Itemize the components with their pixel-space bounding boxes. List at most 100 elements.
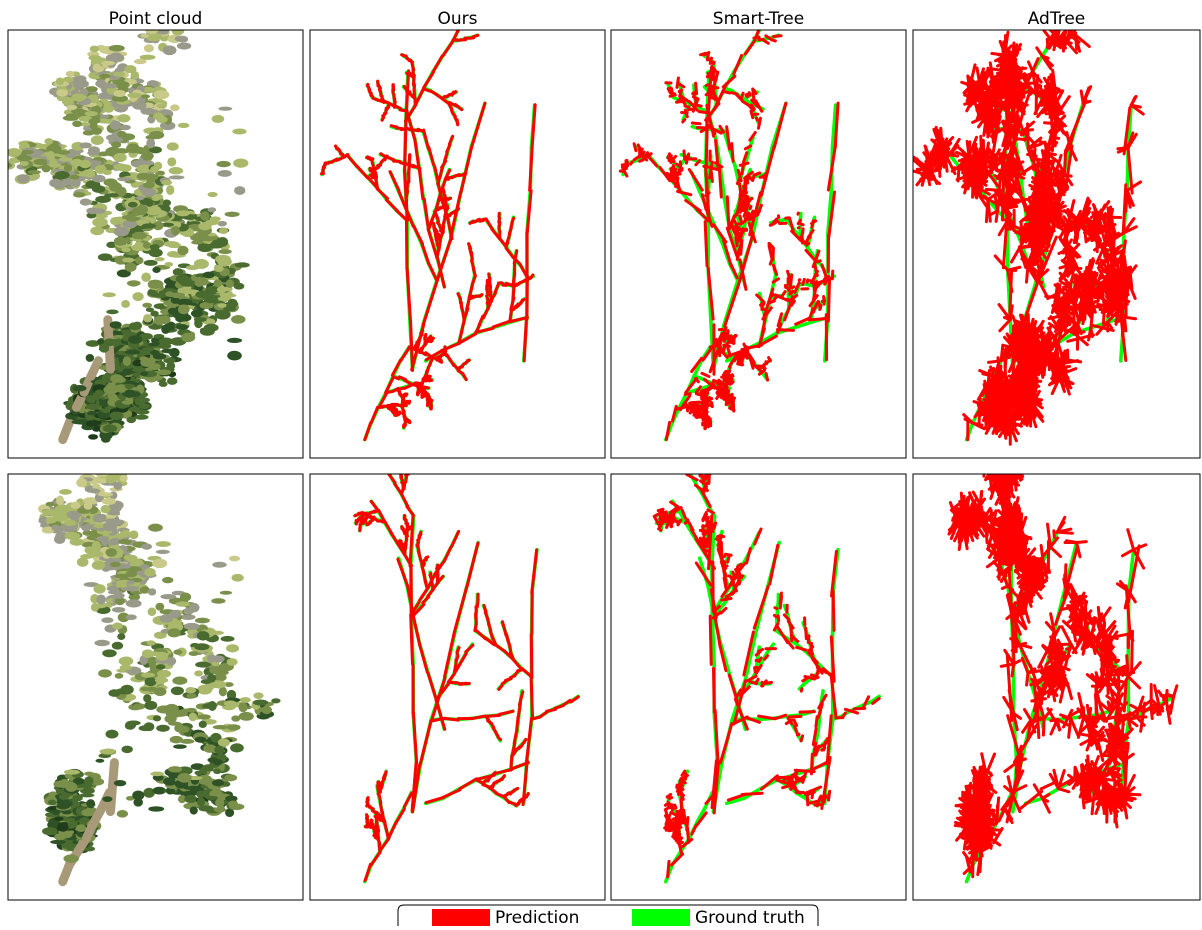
branch [749, 93, 750, 95]
panel-background [611, 30, 906, 458]
branch [404, 86, 405, 88]
leaf [141, 272, 151, 282]
branch [749, 198, 752, 201]
branch [424, 389, 426, 392]
leaf [136, 196, 145, 201]
leaf [154, 162, 162, 170]
leaf [167, 157, 176, 166]
branch [641, 149, 642, 150]
leaf [217, 237, 228, 247]
branch [715, 78, 716, 80]
branch [798, 220, 800, 223]
leaf [121, 248, 131, 253]
leaf [166, 185, 174, 195]
leaf [208, 207, 217, 212]
leaf [169, 167, 184, 174]
branch [756, 118, 757, 120]
branch [371, 175, 372, 176]
branch [711, 94, 713, 95]
branch [391, 126, 397, 127]
branch [321, 173, 322, 174]
leaf [63, 115, 79, 121]
branch [786, 218, 789, 219]
leaf [203, 272, 215, 279]
branch [820, 306, 821, 310]
leaf [219, 228, 228, 234]
leaf [167, 377, 178, 385]
leaf [103, 292, 116, 297]
leaf [128, 335, 142, 344]
leaf [142, 155, 152, 161]
leaf [121, 300, 130, 308]
leaf [233, 159, 248, 168]
leaf [90, 46, 100, 53]
leaf [109, 45, 125, 52]
leaf [141, 94, 150, 98]
leaf [55, 182, 65, 189]
leaf [144, 44, 154, 52]
branch [721, 389, 722, 391]
leaf [218, 249, 231, 254]
branch [448, 198, 450, 199]
branch [369, 87, 370, 90]
leaf [0, 163, 12, 168]
leaf [66, 71, 75, 77]
leaf [7, 148, 22, 157]
leaf [146, 205, 162, 215]
branch [710, 398, 712, 399]
leaf [125, 384, 134, 389]
leaf [177, 42, 191, 49]
branch [717, 396, 719, 399]
leaf [143, 182, 155, 189]
leaf [92, 218, 108, 228]
leaf [135, 257, 143, 264]
panels [0, 17, 1200, 900]
branch [774, 36, 782, 37]
leaf [234, 186, 245, 195]
leaf [125, 391, 141, 397]
branch [769, 358, 771, 361]
leaf [142, 188, 156, 197]
branch [433, 223, 434, 226]
leaf [117, 177, 132, 181]
leaf [101, 435, 111, 442]
branch [701, 53, 706, 54]
branch [708, 73, 709, 76]
leaf [146, 138, 155, 148]
leaf [144, 260, 158, 266]
leaf [79, 142, 91, 148]
leaf [218, 107, 232, 111]
leaf [176, 324, 188, 330]
leaf [215, 255, 231, 264]
branch [699, 112, 709, 113]
branch [445, 206, 447, 207]
leaf [69, 175, 80, 180]
branch [428, 396, 429, 399]
branch [754, 173, 760, 175]
branch [706, 85, 708, 86]
branch [383, 158, 385, 160]
leaf [123, 356, 131, 366]
leaf [161, 324, 170, 334]
leaf [73, 192, 85, 198]
branch [696, 379, 699, 382]
branch [793, 301, 794, 303]
leaf [117, 187, 126, 197]
branch [729, 401, 730, 402]
leaf [57, 150, 70, 154]
branch [469, 244, 471, 249]
branch [379, 89, 380, 91]
branch [335, 146, 336, 149]
leaf [56, 78, 64, 86]
leaf [157, 116, 168, 123]
branch [373, 168, 375, 171]
branch [480, 295, 482, 296]
leaf [148, 33, 162, 40]
leaf [153, 90, 169, 99]
leaf [215, 310, 231, 320]
leaf [17, 174, 30, 183]
leaf [194, 278, 204, 287]
leaf [140, 371, 148, 376]
leaf [159, 381, 168, 387]
leaf [142, 303, 152, 308]
